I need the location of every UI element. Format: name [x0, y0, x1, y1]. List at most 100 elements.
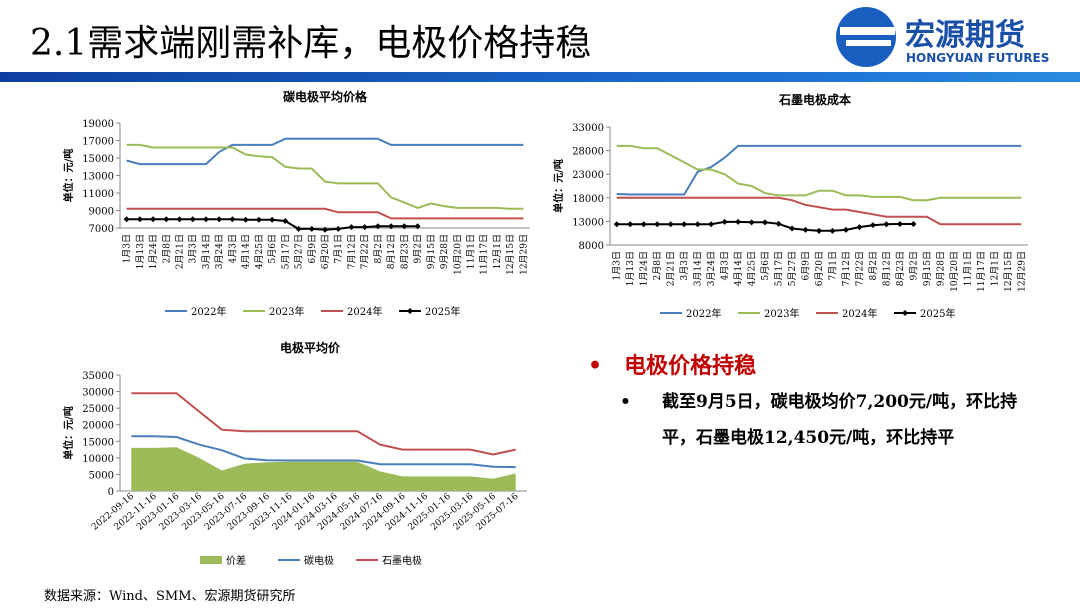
x-tick-label: 4月25日: [747, 251, 758, 286]
x-tick-label: 6月20日: [320, 234, 331, 269]
y-tick-label: 13000: [572, 217, 604, 228]
legend-label: 碳电极: [304, 554, 334, 567]
y-tick-label: 20000: [82, 421, 114, 432]
point-marker: [640, 221, 647, 228]
y-tick-label: 8000: [579, 241, 604, 252]
x-tick-label: 9月15日: [922, 251, 933, 286]
y-tick-label: 9000: [89, 207, 114, 218]
x-tick-label: 11月1日: [465, 234, 476, 269]
point-marker: [829, 227, 836, 234]
x-tick-label: 8月2日: [373, 234, 384, 263]
x-tick-label: 6月9日: [307, 234, 318, 263]
x-tick-label: 5月6日: [267, 234, 278, 263]
y-tick-label: 0: [108, 487, 114, 498]
point-marker: [613, 221, 620, 228]
point-marker: [401, 223, 408, 230]
legend-marker: [902, 310, 908, 316]
point-marker: [308, 225, 315, 232]
point-marker: [654, 221, 661, 228]
x-tick-label: 4月14日: [733, 251, 744, 286]
point-marker: [335, 225, 342, 232]
x-tick-label: 7月12日: [346, 234, 357, 269]
x-tick-label: 9月28日: [935, 251, 946, 286]
x-tick-label: 1月24日: [639, 251, 650, 286]
point-marker: [361, 224, 368, 231]
point-marker: [627, 221, 634, 228]
x-tick-label: 3月24日: [706, 251, 717, 286]
point-marker: [322, 226, 328, 233]
point-marker: [163, 216, 170, 223]
x-tick-label: 1月24日: [148, 234, 159, 269]
x-tick-label: 8月23日: [399, 234, 410, 269]
y-tick-label: 10000: [82, 454, 114, 465]
series-line: [126, 207, 524, 220]
point-marker: [136, 216, 143, 223]
y-tick-label: 19000: [82, 119, 114, 130]
chart-title: 石墨电极成本: [778, 92, 851, 107]
source: 数据来源：Wind、SMM、宏源期货研究所: [44, 589, 296, 604]
y-tick-label: 25000: [82, 404, 114, 415]
series-line: [126, 137, 524, 166]
legend-label: 2023年: [269, 305, 304, 318]
x-tick-label: 5月27日: [294, 234, 305, 269]
x-tick-label: 1月3日: [612, 251, 623, 280]
x-tick-label: 4月25日: [254, 234, 265, 269]
point-marker: [721, 218, 728, 225]
y-axis-label: 单位：元/吨: [552, 159, 565, 213]
bullet-text: 截至9月5日，碳电极均价7,200元/吨，环比持平，石墨电极12,450元/吨，…: [662, 392, 1018, 448]
slide-title: 2.1需求端刚需补库，电极价格持稳: [30, 23, 592, 64]
x-tick-label: 8月23日: [895, 251, 906, 286]
logo-en: HONGYUAN FUTURES: [906, 51, 1049, 65]
point-marker: [748, 219, 755, 226]
x-tick-label: 3月3日: [679, 251, 690, 280]
x-tick-label: 5月6日: [760, 251, 771, 280]
x-tick-label: 7月1日: [827, 251, 838, 280]
legend-label: 2022年: [686, 307, 721, 320]
x-tick-label: 10月20日: [949, 251, 960, 292]
point-marker: [150, 216, 157, 223]
x-tick-label: 5月27日: [787, 251, 798, 286]
point-marker: [229, 216, 236, 223]
point-marker: [414, 223, 421, 230]
x-tick-label: 7月1日: [333, 234, 344, 263]
point-marker: [282, 218, 289, 224]
legend-label: 2025年: [425, 305, 460, 318]
x-tick-label: 11月17日: [479, 234, 490, 275]
series-line: [616, 144, 1022, 196]
x-tick-label: 9月15日: [426, 234, 437, 269]
x-tick-label: 2月8日: [161, 234, 172, 263]
x-tick-label: 2月8日: [652, 251, 663, 280]
point-marker: [735, 218, 742, 225]
point-marker: [910, 220, 917, 227]
x-tick-label: 12月1日: [492, 234, 503, 269]
x-tick-label: 6月20日: [814, 251, 825, 286]
y-tick-label: 28000: [572, 147, 604, 158]
y-tick-label: 15000: [82, 437, 114, 448]
point-marker: [708, 221, 715, 228]
x-tick-label: 11月1日: [962, 251, 973, 286]
legend-label: 2025年: [920, 307, 955, 320]
x-tick-label: 3月14日: [201, 234, 212, 269]
point-marker: [789, 225, 796, 232]
point-marker: [681, 221, 688, 228]
point-marker: [842, 226, 849, 233]
y-axis-label: 单位：元/吨: [62, 406, 75, 460]
x-tick-label: 1月3日: [122, 234, 133, 263]
y-tick-label: 11000: [82, 189, 114, 200]
y-tick-label: 33000: [572, 123, 604, 134]
x-tick-label: 12月15日: [505, 234, 516, 275]
legend-marker: [407, 308, 413, 314]
x-tick-label: 12月29日: [1016, 251, 1027, 292]
y-tick-label: 13000: [82, 172, 114, 183]
logo: 宏源期货 HONGYUAN FUTURES: [836, 7, 1049, 67]
x-tick-label: 7月12日: [841, 251, 852, 286]
point-marker: [216, 216, 223, 223]
y-tick-label: 18000: [572, 194, 604, 205]
x-tick-label: 5月17日: [774, 251, 785, 286]
x-tick-label: 3月24日: [214, 234, 225, 269]
series-line: [616, 144, 1022, 202]
y-tick-label: 23000: [572, 170, 604, 181]
area: [131, 447, 516, 491]
